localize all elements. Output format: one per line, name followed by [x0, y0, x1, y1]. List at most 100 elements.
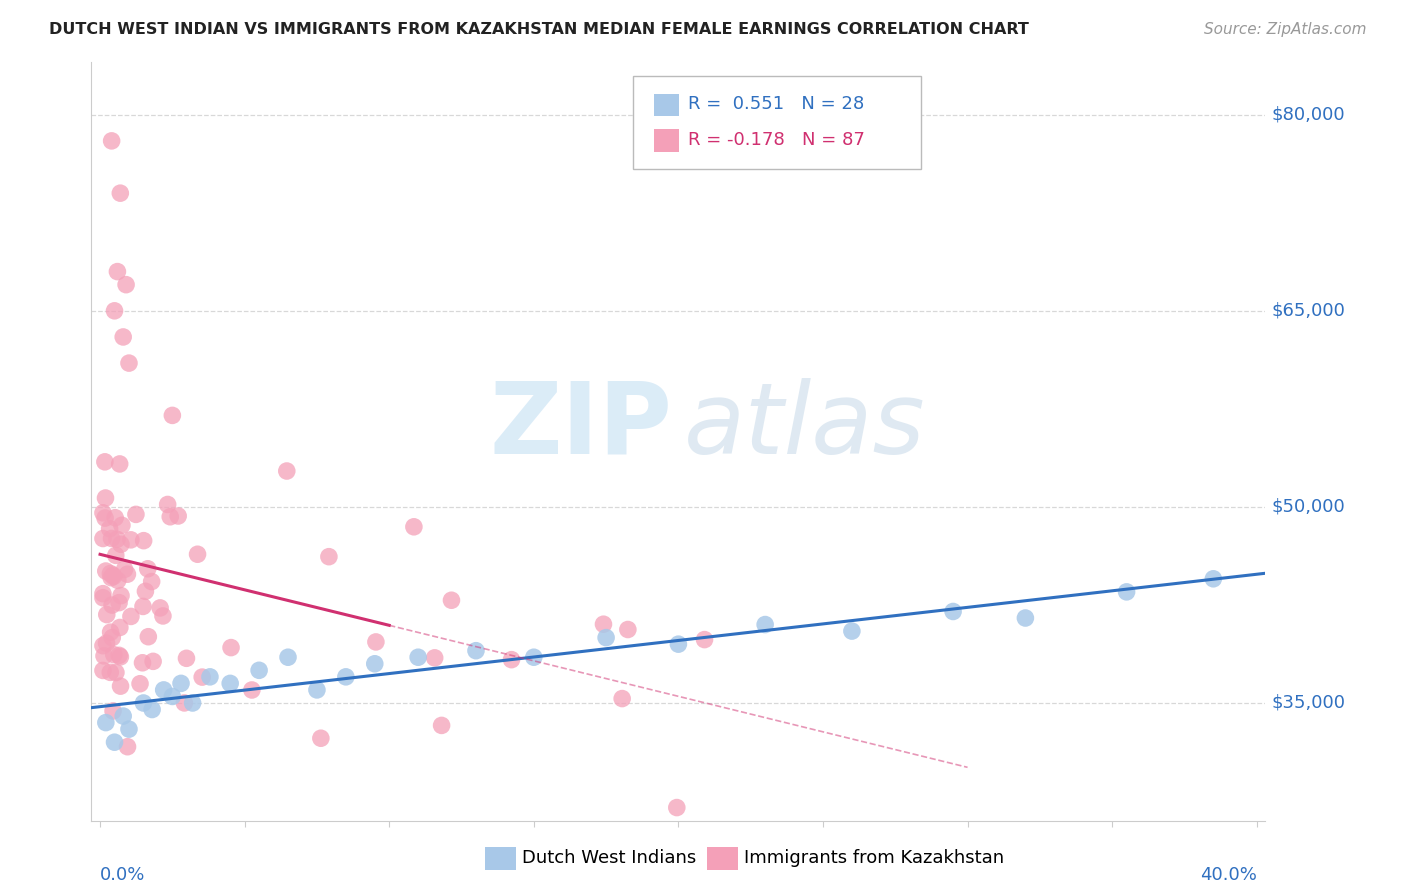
Point — [247, 663, 270, 677]
Point — [110, 186, 132, 201]
Point — [110, 537, 132, 551]
Point — [501, 653, 523, 667]
Point — [115, 277, 138, 292]
Point — [136, 630, 159, 644]
Point — [617, 623, 640, 637]
Point — [1014, 611, 1036, 625]
Point — [305, 682, 328, 697]
Point — [167, 508, 190, 523]
Point — [94, 491, 117, 505]
Point — [101, 568, 124, 582]
Point — [100, 566, 122, 581]
Point — [276, 464, 298, 478]
Point — [104, 665, 127, 680]
Point — [219, 640, 242, 655]
Point — [693, 632, 716, 647]
Text: $50,000: $50,000 — [1271, 498, 1346, 516]
Text: atlas: atlas — [685, 378, 927, 475]
Point — [103, 735, 125, 749]
Point — [141, 702, 163, 716]
Point — [110, 679, 132, 693]
Point — [523, 650, 546, 665]
Point — [96, 607, 118, 622]
Text: 40.0%: 40.0% — [1199, 866, 1257, 884]
Point — [91, 532, 114, 546]
Text: 0.0%: 0.0% — [100, 866, 145, 884]
Point — [100, 571, 122, 585]
Point — [430, 718, 453, 732]
Point — [666, 637, 689, 651]
Point — [136, 562, 159, 576]
Point — [91, 587, 114, 601]
Point — [1115, 585, 1137, 599]
Point — [108, 620, 131, 634]
Point — [120, 533, 142, 547]
Point — [162, 690, 184, 704]
Text: $80,000: $80,000 — [1271, 106, 1344, 124]
Point — [159, 509, 181, 524]
Point — [100, 532, 122, 546]
Point — [142, 654, 165, 668]
Point — [131, 656, 153, 670]
Point — [103, 648, 125, 662]
Point — [91, 664, 114, 678]
Point — [364, 635, 387, 649]
Point — [108, 648, 131, 663]
Point — [942, 605, 965, 619]
Point — [118, 722, 141, 736]
Point — [94, 564, 117, 578]
Point — [111, 518, 134, 533]
Text: Immigrants from Kazakhstan: Immigrants from Kazakhstan — [744, 849, 1004, 867]
Point — [132, 599, 155, 614]
Point — [101, 598, 124, 612]
Text: $65,000: $65,000 — [1271, 301, 1346, 320]
Point — [108, 596, 131, 610]
Text: R =  0.551   N = 28: R = 0.551 N = 28 — [688, 95, 863, 113]
Point — [94, 455, 117, 469]
Point — [132, 533, 155, 548]
Point — [101, 704, 124, 718]
Point — [141, 574, 163, 589]
Point — [406, 650, 429, 665]
Point — [423, 650, 446, 665]
Point — [364, 657, 387, 671]
Point — [612, 691, 634, 706]
Point — [118, 356, 141, 370]
Point — [465, 643, 488, 657]
Point — [114, 562, 136, 576]
Point — [173, 696, 195, 710]
Point — [187, 547, 209, 561]
Point — [103, 303, 125, 318]
Point — [665, 800, 688, 814]
Point — [277, 650, 299, 665]
Point — [107, 264, 129, 278]
Point — [93, 648, 115, 663]
Point — [100, 625, 122, 640]
Point — [117, 567, 139, 582]
Point — [110, 649, 132, 664]
Point — [162, 409, 184, 423]
Point — [108, 457, 131, 471]
Point — [105, 533, 128, 547]
Point — [91, 591, 114, 605]
Point — [402, 520, 425, 534]
Point — [112, 330, 135, 344]
Point — [156, 498, 179, 512]
Point — [176, 651, 198, 665]
Point — [94, 511, 117, 525]
Point — [181, 696, 204, 710]
Point — [107, 574, 129, 588]
Point — [101, 631, 124, 645]
Point — [91, 506, 114, 520]
Point — [149, 601, 172, 615]
Point — [120, 609, 142, 624]
Point — [125, 508, 148, 522]
Point — [104, 510, 127, 524]
Point — [96, 636, 118, 650]
Point — [440, 593, 463, 607]
Point — [103, 569, 125, 583]
Point — [110, 589, 132, 603]
Point — [841, 624, 863, 639]
Point — [335, 670, 357, 684]
Point — [198, 670, 221, 684]
